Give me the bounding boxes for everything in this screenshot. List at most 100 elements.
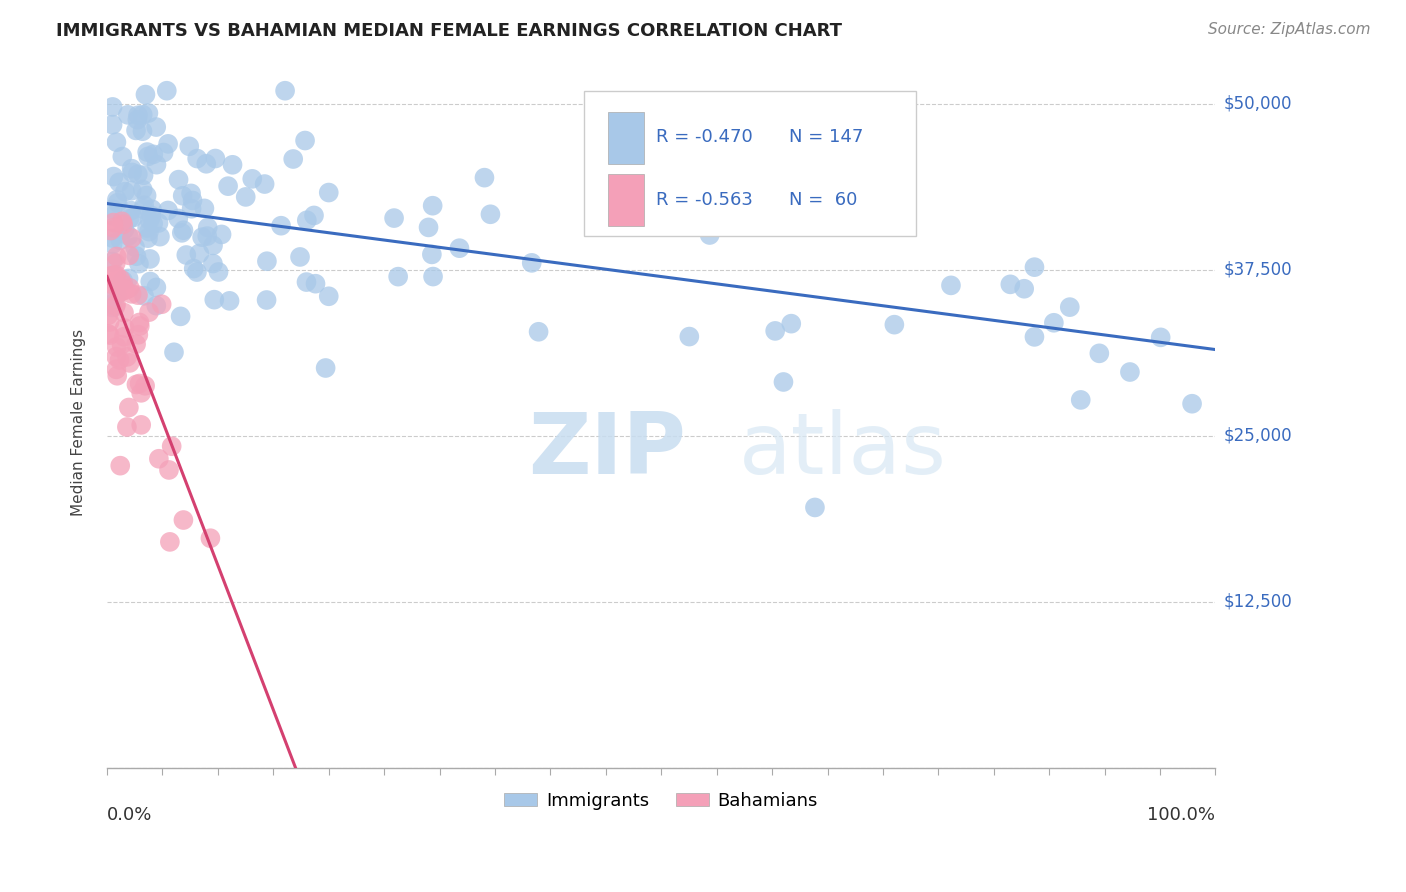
Point xyxy=(105,288,128,302)
Point xyxy=(132,202,155,216)
Point xyxy=(138,106,160,120)
Text: $37,500: $37,500 xyxy=(1223,261,1292,279)
Point xyxy=(128,318,150,333)
Point xyxy=(103,220,125,235)
Point xyxy=(122,211,145,225)
Point xyxy=(105,340,128,354)
Point xyxy=(110,233,132,247)
Point xyxy=(134,87,156,102)
Point xyxy=(157,463,180,477)
Text: N =  60: N = 60 xyxy=(789,191,858,209)
Point xyxy=(134,378,156,392)
Point xyxy=(105,250,128,264)
Point xyxy=(105,193,128,207)
Point xyxy=(115,350,138,364)
Point xyxy=(479,207,502,221)
Point xyxy=(304,277,326,291)
Point xyxy=(114,185,136,199)
FancyBboxPatch shape xyxy=(583,91,917,236)
Point xyxy=(474,170,496,185)
Point xyxy=(138,305,160,319)
Bar xyxy=(607,112,644,164)
Point xyxy=(520,256,543,270)
Point xyxy=(112,273,135,287)
Point xyxy=(939,278,962,293)
Text: R = -0.470: R = -0.470 xyxy=(655,128,752,146)
Point xyxy=(1043,316,1066,330)
Point xyxy=(138,213,160,227)
Point xyxy=(235,190,257,204)
Point xyxy=(98,328,121,343)
Point xyxy=(120,203,142,218)
Point xyxy=(117,271,139,285)
Point xyxy=(100,224,122,238)
Point xyxy=(172,188,194,202)
Point xyxy=(167,172,190,186)
Point xyxy=(195,157,218,171)
Point xyxy=(98,315,121,329)
Point xyxy=(112,305,135,319)
Point xyxy=(180,202,202,216)
Point xyxy=(108,285,131,300)
Point xyxy=(97,308,120,322)
Point xyxy=(108,353,131,368)
Point xyxy=(288,250,311,264)
Point xyxy=(294,134,316,148)
Text: $25,000: $25,000 xyxy=(1223,427,1292,445)
Point xyxy=(318,289,340,303)
Point xyxy=(118,401,141,415)
Text: 100.0%: 100.0% xyxy=(1147,805,1216,823)
Point xyxy=(121,184,143,198)
Point xyxy=(132,108,155,122)
Point xyxy=(179,139,201,153)
Point xyxy=(221,158,243,172)
Point xyxy=(105,268,128,282)
Point xyxy=(418,220,440,235)
Point xyxy=(136,145,159,159)
Text: 0.0%: 0.0% xyxy=(107,805,152,823)
Point xyxy=(103,215,125,229)
Point xyxy=(101,231,124,245)
Point xyxy=(114,321,136,335)
Text: $50,000: $50,000 xyxy=(1223,95,1292,113)
Point xyxy=(127,327,149,342)
Point xyxy=(172,513,194,527)
Point xyxy=(200,531,222,545)
Text: IMMIGRANTS VS BAHAMIAN MEDIAN FEMALE EARNINGS CORRELATION CHART: IMMIGRANTS VS BAHAMIAN MEDIAN FEMALE EAR… xyxy=(56,22,842,40)
Point xyxy=(127,112,149,127)
Point xyxy=(101,268,124,283)
Point xyxy=(125,249,148,263)
Point xyxy=(217,179,239,194)
Point xyxy=(145,280,167,294)
Point xyxy=(132,289,155,303)
Y-axis label: Median Female Earnings: Median Female Earnings xyxy=(72,329,86,516)
Point xyxy=(318,186,340,200)
Point xyxy=(141,202,163,217)
Point xyxy=(111,214,134,228)
Point xyxy=(188,246,211,260)
Point xyxy=(295,275,318,289)
Point xyxy=(128,376,150,391)
Point xyxy=(449,241,471,255)
Point xyxy=(111,150,134,164)
Point xyxy=(167,211,190,226)
Point xyxy=(101,297,124,311)
Point xyxy=(1024,260,1046,274)
Point xyxy=(131,124,153,138)
Point xyxy=(699,227,721,242)
Point xyxy=(207,265,229,279)
Text: $12,500: $12,500 xyxy=(1223,593,1292,611)
Point xyxy=(678,329,700,343)
Point xyxy=(883,318,905,332)
Point xyxy=(118,248,141,262)
Point xyxy=(104,300,127,314)
Point xyxy=(202,238,225,252)
Point xyxy=(763,324,786,338)
Point xyxy=(387,269,409,284)
Point xyxy=(156,203,179,218)
Point xyxy=(101,237,124,252)
Point xyxy=(148,216,170,230)
Point xyxy=(422,199,444,213)
Point xyxy=(186,152,208,166)
Point xyxy=(101,209,124,223)
